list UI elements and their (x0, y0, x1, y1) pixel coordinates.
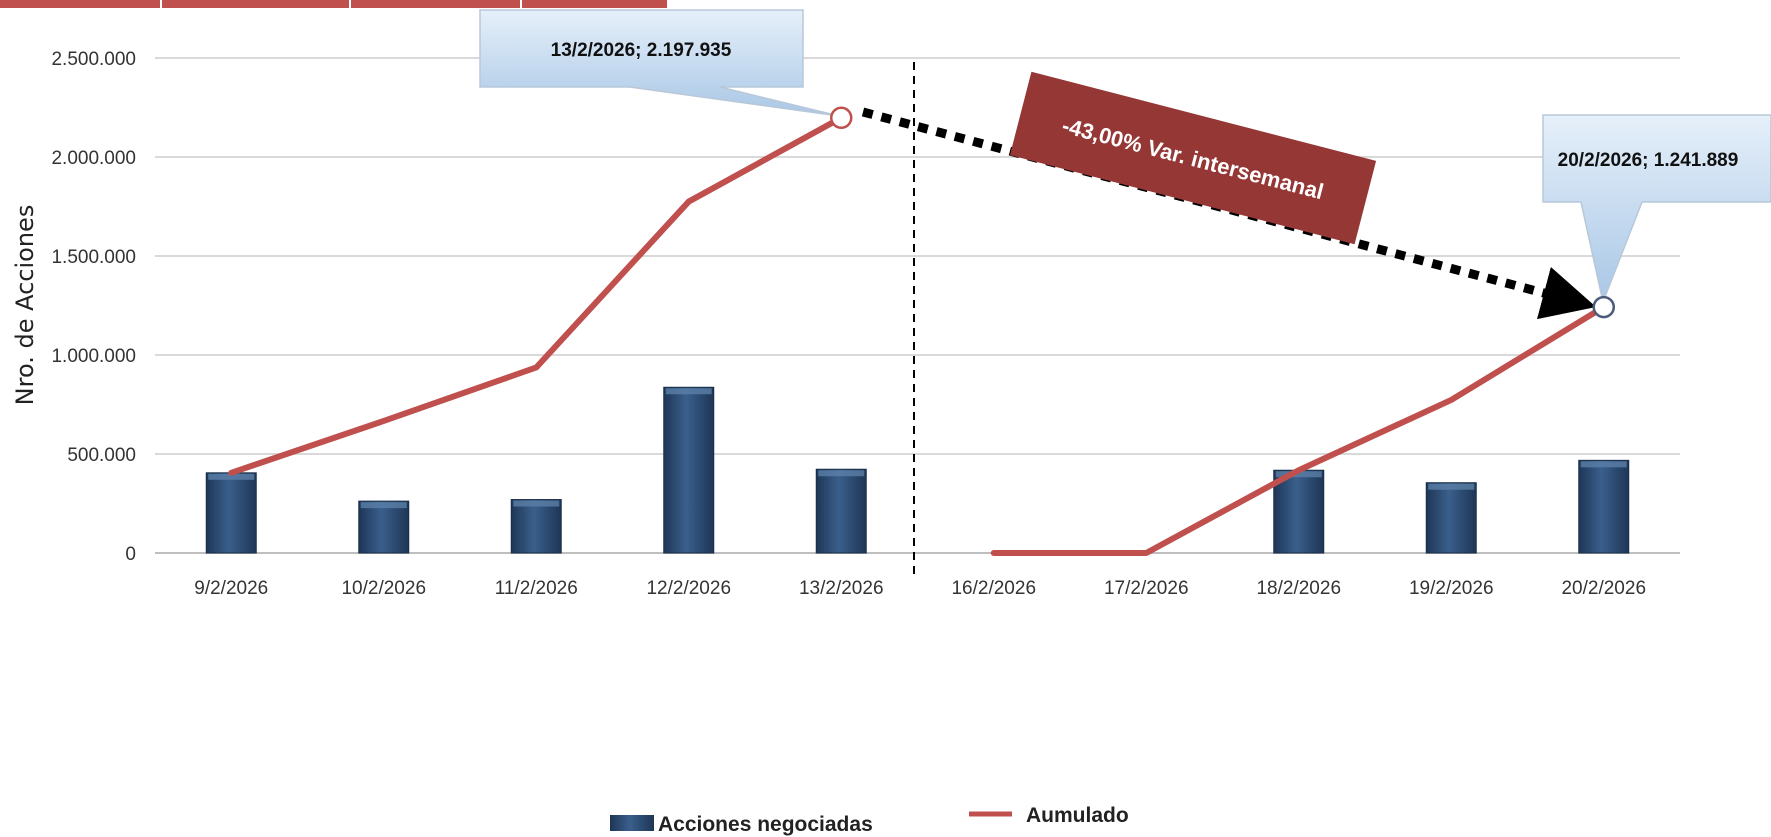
legend-swatch-acciones-negociadas (610, 815, 654, 831)
variation-banner: -43,00% Var. intersemanal (1009, 71, 1377, 245)
callout-20-2-2026-label: 20/2/2026; 1.241.889 (1558, 150, 1739, 171)
bar (510, 499, 562, 554)
y-gridlines (155, 57, 1680, 554)
x-tick-label: 20/2/2026 (1561, 578, 1646, 599)
data-callout-20-2-2026: 20/2/2026; 1.241.889 (1542, 114, 1771, 305)
bar (205, 472, 257, 554)
y-axis-label: Nro. de Acciones (11, 205, 39, 406)
x-tick-label: 11/2/2026 (495, 578, 578, 599)
x-tick-label: 9/2/2026 (194, 578, 268, 599)
bar-highlight (513, 500, 560, 507)
variation-banner-box (1009, 71, 1377, 245)
legend: Acciones negociadas Aumulado (610, 804, 1129, 836)
callout-13-2-2026-label: 13/2/2026; 2.197.935 (551, 40, 732, 61)
legend-label-acciones-negociadas: Acciones negociadas (658, 813, 873, 836)
bar-highlight (818, 470, 865, 477)
line-segment (990, 304, 1607, 556)
y-tick-label: 500.000 (67, 445, 136, 466)
line-series-aumulado (228, 114, 1607, 556)
bar-highlight (208, 473, 255, 480)
y-tick-label: 0 (125, 544, 136, 565)
line-point-markers (830, 106, 1615, 319)
bar (815, 468, 867, 554)
y-tick-label: 2.000.000 (51, 148, 136, 169)
line-point-marker (830, 106, 853, 130)
bar-highlight (360, 502, 407, 509)
x-tick-label: 17/2/2026 (1104, 578, 1189, 599)
y-tick-label: 1.000.000 (51, 346, 136, 367)
bar (1578, 459, 1630, 554)
x-tick-label: 18/2/2026 (1256, 578, 1341, 599)
y-tick-labels: 0 500.000 1.000.000 1.500.000 2.000.000 2.500… (51, 49, 136, 565)
bar-highlight (1580, 461, 1627, 468)
x-tick-labels: 9/2/2026 10/2/2026 11/2/2026 12/2/2026 13/2/… (194, 578, 1646, 599)
bar (663, 386, 715, 554)
bar-highlight (665, 388, 712, 395)
header-tab-strip (0, 0, 667, 8)
bar-highlight (1275, 471, 1322, 478)
bar-series-acciones-negociadas (205, 386, 1630, 554)
line-point-marker (1592, 295, 1615, 319)
y-tick-label: 1.500.000 (51, 247, 136, 268)
bar-highlight (1428, 483, 1475, 490)
data-callout-13-2-2026: 13/2/2026; 2.197.935 (479, 9, 840, 117)
bar (358, 500, 410, 554)
x-tick-label: 10/2/2026 (341, 578, 426, 599)
legend-label-aumulado: Aumulado (1026, 804, 1129, 827)
line-segment (228, 114, 845, 476)
bar (1425, 482, 1477, 554)
x-tick-label: 19/2/2026 (1409, 578, 1494, 599)
x-tick-label: 13/2/2026 (799, 578, 884, 599)
x-tick-label: 16/2/2026 (951, 578, 1036, 599)
y-tick-label: 2.500.000 (51, 49, 136, 70)
bar (1273, 469, 1325, 554)
x-tick-label: 12/2/2026 (646, 578, 731, 599)
